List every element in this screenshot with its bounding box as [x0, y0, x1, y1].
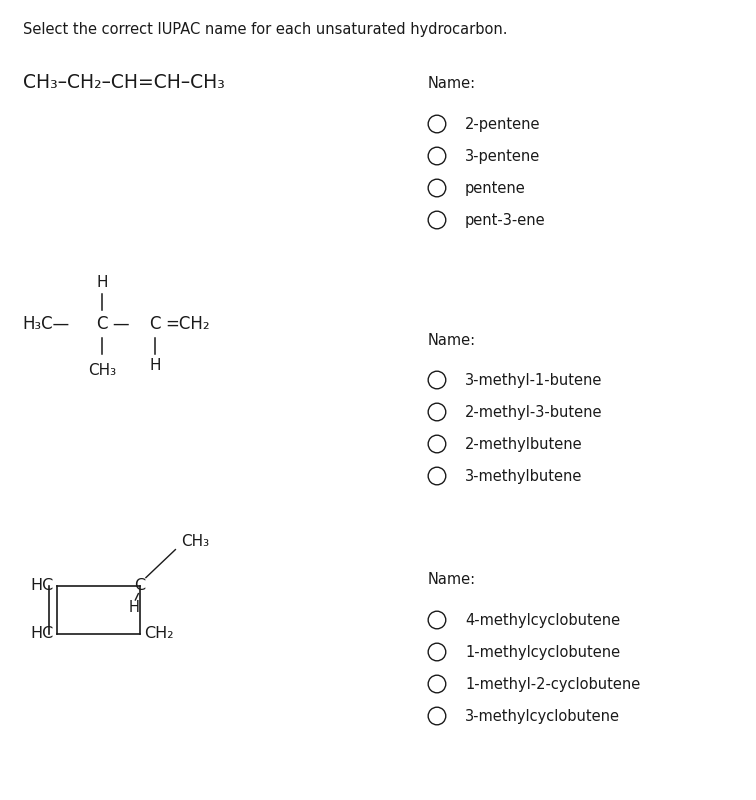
Text: C: C	[96, 315, 108, 333]
Text: HC: HC	[30, 626, 54, 641]
Text: 2-methylbutene: 2-methylbutene	[465, 437, 583, 451]
Text: CH₂: CH₂	[144, 626, 174, 641]
Text: 3-methylbutene: 3-methylbutene	[465, 469, 582, 483]
Text: C: C	[135, 578, 145, 593]
Text: 3-pentene: 3-pentene	[465, 149, 541, 163]
Text: CH₃: CH₃	[88, 363, 116, 378]
Text: CH₃–CH₂–CH=CH–CH₃: CH₃–CH₂–CH=CH–CH₃	[23, 73, 225, 92]
Text: 4-methylcyclobutene: 4-methylcyclobutene	[465, 613, 620, 627]
Text: 3-methylcyclobutene: 3-methylcyclobutene	[465, 709, 620, 723]
Text: 2-methyl-3-butene: 2-methyl-3-butene	[465, 405, 603, 419]
Text: 1-methylcyclobutene: 1-methylcyclobutene	[465, 645, 620, 659]
Text: H: H	[96, 275, 108, 290]
Text: Select the correct IUPAC name for each unsaturated hydrocarbon.: Select the correct IUPAC name for each u…	[23, 22, 507, 38]
Text: pentene: pentene	[465, 181, 525, 195]
Text: pent-3-ene: pent-3-ene	[465, 213, 546, 227]
Text: Name:: Name:	[427, 573, 476, 587]
Text: Name:: Name:	[427, 333, 476, 347]
Text: —: —	[112, 315, 129, 333]
Text: C: C	[149, 315, 161, 333]
Text: H: H	[129, 601, 139, 615]
Text: 1-methyl-2-cyclobutene: 1-methyl-2-cyclobutene	[465, 677, 640, 691]
Text: 3-methyl-1-butene: 3-methyl-1-butene	[465, 373, 603, 387]
Text: H₃C—: H₃C—	[23, 315, 70, 333]
Text: =CH₂: =CH₂	[165, 315, 209, 333]
Text: HC: HC	[30, 578, 54, 593]
Text: Name:: Name:	[427, 77, 476, 91]
Text: 2-pentene: 2-pentene	[465, 117, 541, 131]
Text: CH₃: CH₃	[181, 534, 209, 549]
Text: H: H	[149, 358, 161, 373]
